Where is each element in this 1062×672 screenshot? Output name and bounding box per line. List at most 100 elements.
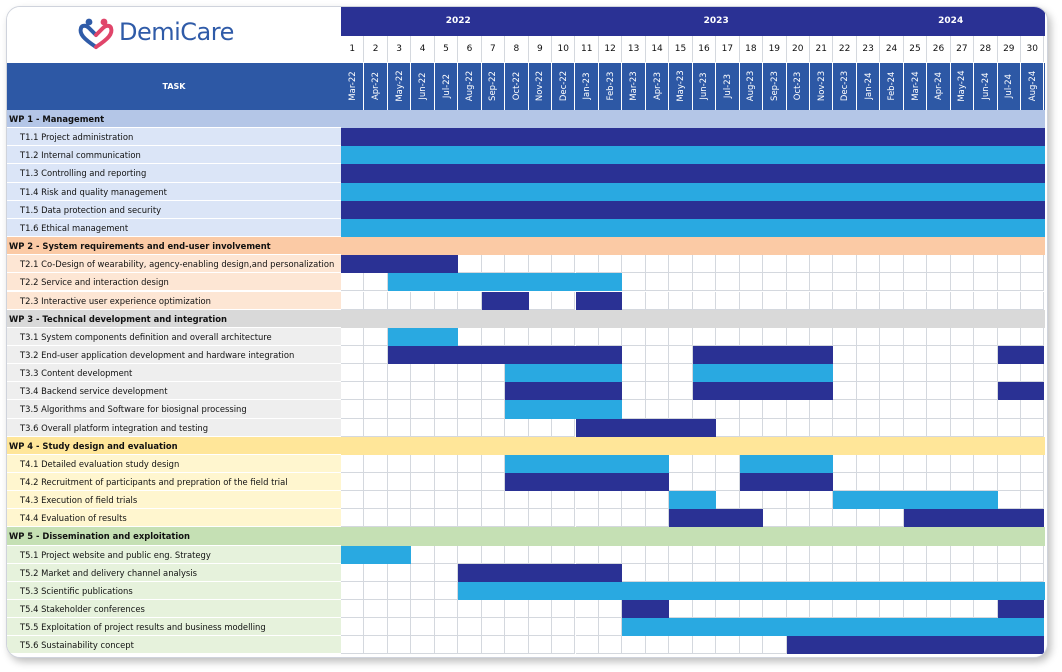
month-number: 26 [927,36,951,62]
grid-cell [645,382,670,401]
grid-cell [786,491,810,510]
grid-cell [1021,491,1045,510]
grid-cell [763,273,787,292]
grid-cell [927,345,951,365]
month-label: Sep-22 [488,70,499,101]
task-label: T2.1 Co-Design of wearability, agency-en… [7,255,341,274]
grid-cell [669,400,693,419]
grid-cell [341,345,365,365]
task-label: T1.5 Data protection and security [7,200,341,219]
task-label: T5.1 Project website and public eng. Str… [7,545,341,564]
grid-cell [880,364,904,383]
month-header-cell: May-22 [388,63,412,110]
grid-cell [950,364,975,383]
grid-cell [341,364,365,383]
grid-cell [458,382,482,401]
work-package-label: WP 4 - Study design and evaluation [7,436,341,455]
grid-cell [387,364,412,383]
grid-cell [763,636,787,655]
grid-cell [810,491,834,510]
grid-cell [716,454,740,473]
grid-cell [786,327,810,346]
grid-cell [810,509,834,528]
grid-cell [880,382,904,401]
grid-cell [1021,255,1045,274]
month-number: 1 [341,36,365,62]
work-package-row-band [341,436,1045,455]
grid-cell [903,291,928,310]
grid-cell [903,255,928,274]
grid-cell [387,636,412,655]
grid-cell [434,418,459,437]
grid-cell [974,345,998,365]
grid-cell [739,327,764,346]
month-label: Aug-22 [464,70,475,101]
grid-cell [833,364,857,383]
grid-cell [833,473,857,492]
grid-cell [1021,454,1045,473]
grid-cell [364,491,388,510]
work-package-label: WP 5 - Dissemination and exploitation [7,527,341,546]
grid-cell [645,400,670,419]
grid-cell [669,273,693,292]
grid-cell [716,291,740,310]
month-header-cell: Aug-22 [458,63,482,110]
task-bar [341,218,1045,238]
grid-cell [552,636,576,655]
grid-cell [763,327,787,346]
month-number: 18 [739,36,764,62]
grid-cell [458,618,482,637]
grid-cell [528,600,553,619]
grid-cell [364,581,388,601]
grid-cell [856,509,881,528]
grid-cell [692,545,717,564]
grid-cell [341,636,365,655]
grid-cell [974,454,998,473]
grid-cell [622,491,646,510]
task-bar [692,382,834,401]
grid-cell [411,545,435,564]
grid-cell [434,600,459,619]
grid-cell [903,400,928,419]
grid-cell [763,491,787,510]
grid-cell [716,327,740,346]
grid-cell [692,454,717,473]
grid-cell [575,636,599,655]
month-number: 27 [950,36,975,62]
grid-cell [341,382,365,401]
grid-cell [880,418,904,437]
grid-cell [387,491,412,510]
grid-cell [903,563,928,582]
grid-cell [411,418,435,437]
task-bar [341,255,459,274]
grid-cell [692,400,717,419]
grid-cell [810,291,834,310]
grid-cell [950,473,975,492]
grid-cell [622,327,646,346]
grid-cell [974,473,998,492]
work-package-row-band [341,110,1045,129]
grid-cell [458,473,482,492]
task-label: T1.4 Risk and quality management [7,182,341,201]
grid-cell [786,273,810,292]
grid-cell [903,345,928,365]
grid-cell [903,545,928,564]
grid-cell [950,454,975,473]
grid-cell [810,327,834,346]
task-bar [387,327,459,346]
grid-cell [552,491,576,510]
grid-cell [974,273,998,292]
month-header-cell: Jul-22 [435,63,459,110]
grid-cell [810,418,834,437]
grid-cell [528,509,553,528]
grid-cell [950,273,975,292]
month-header-cell: Dec-23 [833,63,857,110]
task-bar [505,364,623,383]
grid-cell [505,418,529,437]
grid-cell [739,255,764,274]
grid-cell [481,255,506,274]
month-label: Feb-24 [887,71,898,100]
task-bar [505,400,623,419]
grid-cell [739,291,764,310]
month-header-cell: Oct-22 [505,63,529,110]
